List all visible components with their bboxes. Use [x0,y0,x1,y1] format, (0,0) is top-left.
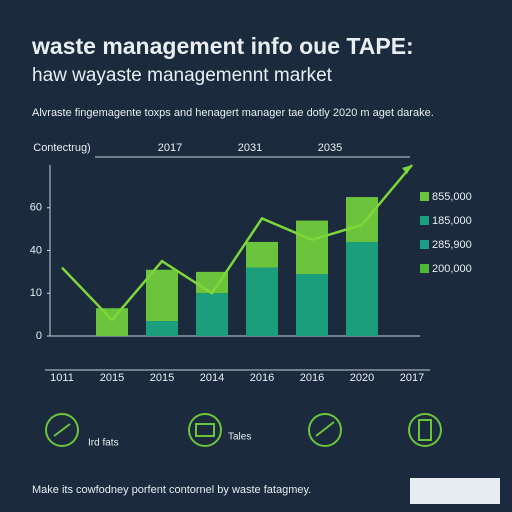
x-tick-label: 2016 [300,372,324,384]
legend-swatch [420,192,429,201]
icon-glyph [53,421,335,437]
bar-segment [346,241,378,336]
bar-segment [296,274,328,336]
x-tick-label: 2016 [250,372,274,384]
legend-label: 200,000 [432,263,472,275]
header-label: Contectrug) [33,142,90,154]
x-tick-label: 2015 [150,372,174,384]
bar-segment [246,267,278,336]
footer: Make its cowfodney porfent contornel by … [32,484,311,496]
icon [188,413,222,447]
x-tick-label: 2017 [400,372,424,384]
y-tick-label: 10 [30,287,42,299]
x-tick-label: 1011 [50,372,74,384]
header-label: 2031 [238,142,262,154]
bar-segment [196,293,228,336]
bar-segment [346,197,378,242]
y-tick-label: 0 [36,330,42,342]
y-tick-label: 60 [30,202,42,214]
icon-caption: Ird fats [88,438,119,449]
header-label: 2017 [158,142,182,154]
icon-glyph [195,423,215,437]
legend-label: 185,000 [432,215,472,227]
button[interactable] [410,478,500,504]
icon [408,413,442,447]
legend-swatch [420,216,429,225]
button-label[interactable]: Cpraget [430,482,480,497]
icon [45,413,79,447]
icon-caption: Tales [228,432,251,443]
legend-swatch [420,264,429,273]
subtitle: haw wayaste managemennt market [32,65,333,86]
bar-segment [96,308,128,336]
x-tick-label: 2015 [100,372,124,384]
bar-segment [146,269,178,322]
legend-label: 285,900 [432,239,472,251]
bar-segment [246,241,278,268]
arrow-head [402,165,412,174]
trend-line [61,164,413,322]
bar-segment [296,220,328,275]
description: Alvraste fingemagente toxps and henagert… [32,107,434,119]
icon [308,413,342,447]
y-tick-label: 40 [30,244,42,256]
bar-segment [146,321,178,336]
legend-label: 855,000 [432,191,472,203]
icon-glyph [418,419,432,441]
x-tick-label: 2014 [200,372,224,384]
x-tick-label: 2020 [350,372,374,384]
icons [45,413,442,447]
header-label: 2035 [318,142,342,154]
legend-swatch [420,240,429,249]
chart-title: waste management info oue TAPE: [31,33,414,59]
